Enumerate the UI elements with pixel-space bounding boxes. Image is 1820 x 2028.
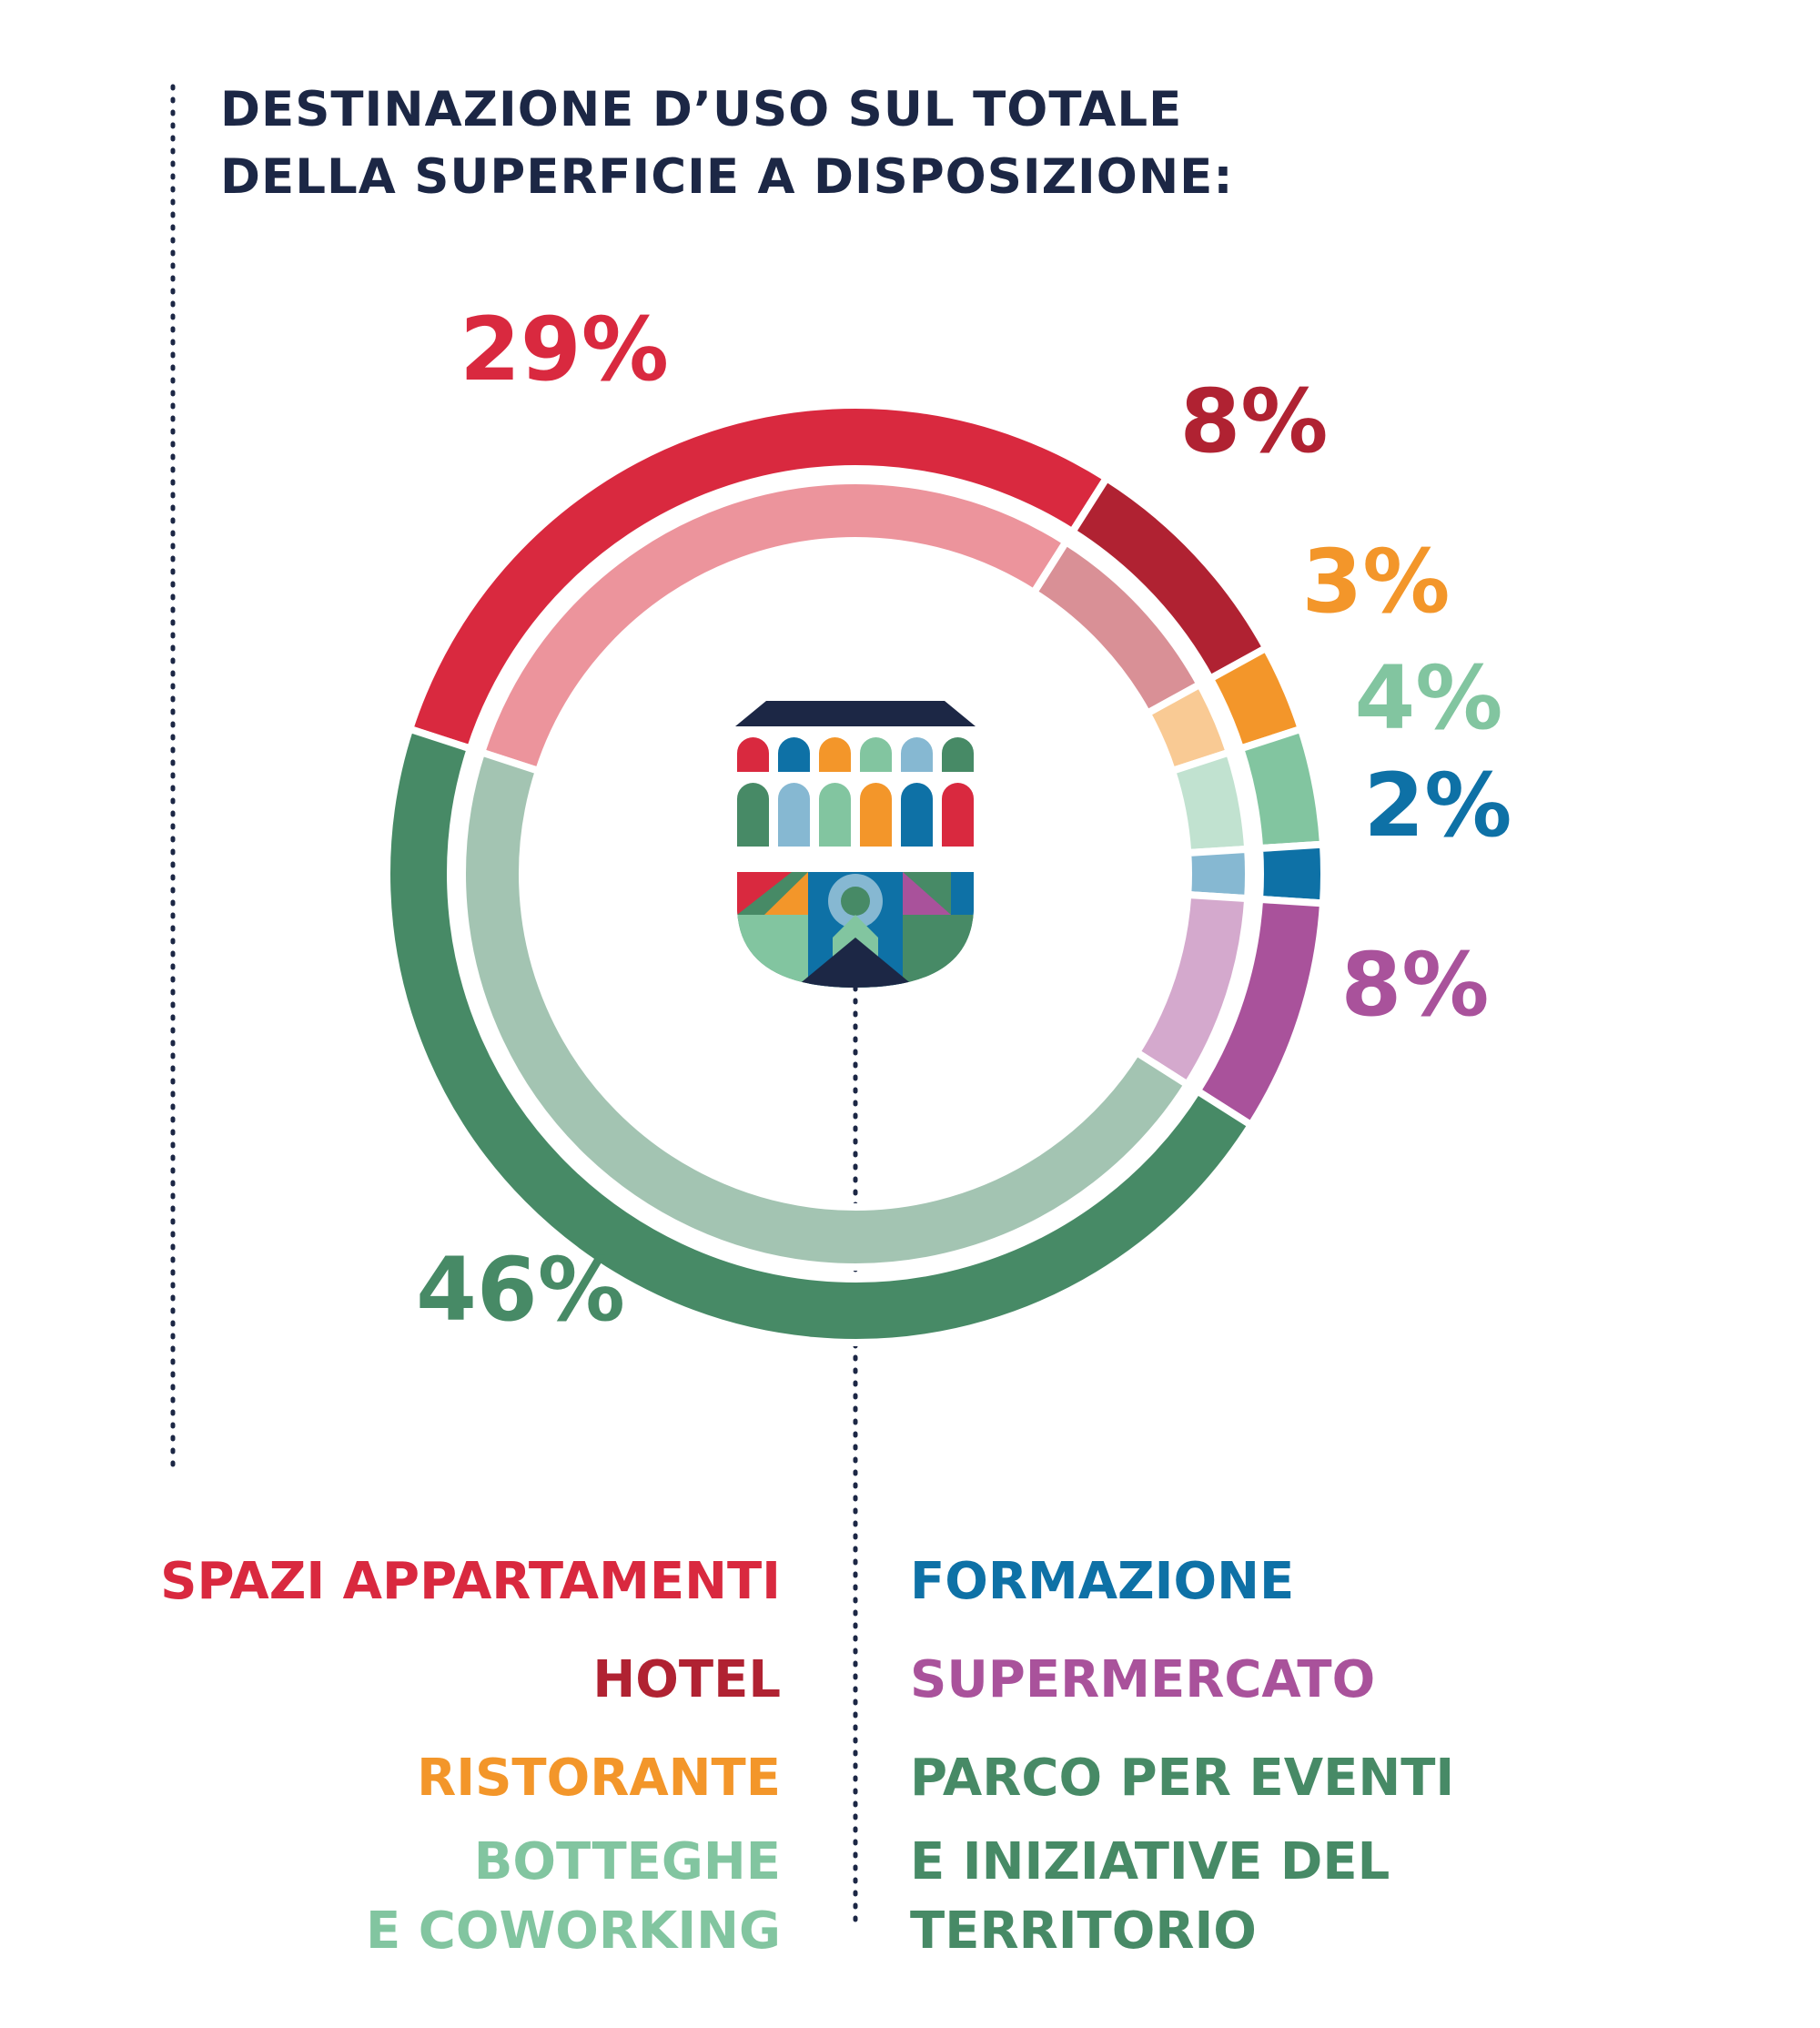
arch-icon xyxy=(942,783,974,847)
legend-item-parco-line2: E INIZIATIVE DEL xyxy=(910,1832,1390,1891)
data-label-spazi-appartamenti: 29% xyxy=(460,299,669,401)
arch-icon xyxy=(778,737,810,772)
legend-item-supermercato: SUPERMERCATO xyxy=(910,1650,1376,1709)
outer-slice-botteghe-e-coworking xyxy=(1236,724,1328,853)
arch-icon xyxy=(819,737,851,772)
legend-item-parco-line1: PARCO PER EVENTI xyxy=(910,1749,1455,1808)
data-label-ristorante: 3% xyxy=(1302,531,1451,633)
arch-icon xyxy=(819,783,851,847)
arch-icon xyxy=(901,783,933,847)
arch-icon xyxy=(737,783,769,847)
legend-item-parco-line3: TERRITORIO xyxy=(910,1901,1257,1961)
percent-labels: 29% 8% 3% 4%2% 8% 46% xyxy=(416,299,1512,1341)
data-label-botteghe-e-coworking: 4% xyxy=(1355,647,1503,749)
data-label-formazione: 2% xyxy=(1364,755,1512,857)
outer-ring xyxy=(383,401,1328,1346)
data-label-supermercato: 8% xyxy=(1341,934,1490,1036)
building-logo-icon xyxy=(735,701,976,988)
title-line-1: DESTINAZIONE D’USO SUL TOTALE xyxy=(220,82,1183,137)
inner-slice-parco-per-eventi-e-iniziative-del-territorio xyxy=(459,747,1193,1271)
title-line-2: DELLA SUPERFICIE A DISPOSIZIONE: xyxy=(220,149,1234,205)
arch-icon xyxy=(737,737,769,772)
legend-item-spazi-appartamenti: SPAZI APPARTAMENTI xyxy=(160,1552,781,1611)
arch-icon xyxy=(942,737,974,772)
legend-right: FORMAZIONE SUPERMERCATO PARCO PER EVENTI… xyxy=(910,1533,1454,1966)
arch-icon xyxy=(901,737,933,772)
legend-item-hotel: HOTEL xyxy=(592,1650,781,1709)
arch-icon xyxy=(860,783,892,847)
legend-item-ristorante: RISTORANTE xyxy=(417,1749,781,1808)
inner-slice-botteghe-e-coworking xyxy=(1168,747,1252,857)
legend-left: SPAZI APPARTAMENTI HOTEL RISTORANTE BOTT… xyxy=(160,1533,781,1966)
inner-slice-formazione xyxy=(1184,845,1253,903)
outer-slice-parco-per-eventi-e-iniziative-del-territorio xyxy=(383,724,1257,1346)
inner-ring xyxy=(459,477,1253,1271)
outer-slice-formazione xyxy=(1255,840,1328,908)
chart-title: DESTINAZIONE D’USO SUL TOTALE DELLA SUPE… xyxy=(220,76,1234,211)
legend-item-formazione: FORMAZIONE xyxy=(910,1552,1295,1611)
legend-item-botteghe-line2: E COWORKING xyxy=(365,1901,781,1961)
arch-icon xyxy=(860,737,892,772)
arch-icon xyxy=(778,783,810,847)
data-label-hotel: 8% xyxy=(1180,370,1329,472)
data-label-parco-per-eventi-e-iniziative-del-territorio: 46% xyxy=(416,1239,625,1341)
legend-item-botteghe-line1: BOTTEGHE xyxy=(473,1832,781,1891)
